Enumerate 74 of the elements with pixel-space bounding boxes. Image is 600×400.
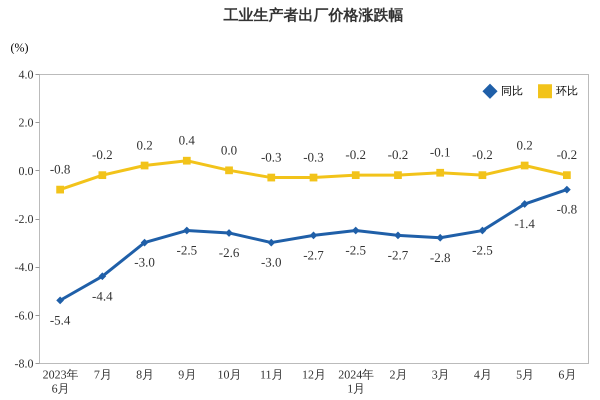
point: [520, 162, 529, 170]
point: [310, 174, 318, 182]
x-tick-label: 6月: [558, 368, 576, 382]
x-tick-label: 8月: [136, 368, 154, 382]
x-tick-label: 9月: [178, 368, 196, 382]
data-label: 0.0: [220, 142, 238, 158]
point: [140, 162, 148, 170]
point: [563, 186, 571, 194]
point: [267, 174, 276, 182]
data-label: -2.6: [218, 244, 240, 260]
data-label: 0.4: [178, 132, 196, 148]
data-label: -0.2: [556, 147, 578, 162]
data-label: -2.7: [388, 247, 409, 262]
point: [56, 186, 64, 194]
point: [478, 226, 486, 234]
data-label: 0.2: [136, 138, 153, 153]
x-tick-label: 11月: [260, 368, 284, 382]
point: [563, 171, 571, 180]
chart-title: 工业生产者出厂价格涨跌幅: [222, 6, 404, 24]
x-tick-label: 4月: [474, 368, 492, 382]
data-label: 0.2: [516, 138, 533, 153]
y-tick-label: 4.0: [18, 68, 34, 82]
point: [98, 272, 106, 280]
y-tick-label: -4.0: [14, 260, 34, 274]
data-label: -2.5: [472, 242, 493, 258]
x-tick-label: 12月: [302, 368, 326, 382]
point: [267, 238, 276, 246]
data-label: -0.2: [92, 147, 113, 162]
point: [225, 166, 233, 174]
y-tick-label: 2.0: [18, 116, 34, 130]
x-tick-label: 2023年6月: [42, 368, 79, 396]
y-tick-label: -2.0: [14, 212, 34, 226]
data-label: -1.4: [514, 216, 536, 232]
x-tick-label: 5月: [516, 368, 534, 382]
y-tick-label: -8.0: [14, 356, 34, 370]
data-label: -3.0: [134, 254, 155, 270]
data-label: -2.8: [430, 250, 450, 265]
data-label: -0.3: [303, 150, 324, 165]
point: [520, 200, 529, 208]
point: [352, 171, 360, 180]
x-tick-label: 10月: [218, 368, 242, 382]
x-tick-label: 2月: [389, 368, 408, 382]
point: [310, 231, 318, 240]
point: [140, 238, 148, 246]
point: [98, 171, 106, 180]
data-label: -0.2: [345, 147, 366, 162]
data-label: -5.4: [50, 312, 71, 328]
point: [394, 231, 402, 240]
data-label: -2.5: [345, 242, 366, 258]
y-axis-title: (%): [10, 40, 28, 54]
point: [56, 296, 64, 304]
x-tick-label: 2024年1月: [338, 368, 374, 396]
point: [394, 171, 402, 180]
data-label: -0.8: [50, 162, 70, 177]
data-label: -2.5: [176, 242, 198, 258]
legend-label: 同比: [501, 84, 523, 98]
legend-label: 环比: [556, 84, 578, 98]
point: [436, 168, 444, 177]
point: [182, 226, 191, 234]
x-tick-label: 7月: [94, 368, 112, 382]
data-label: -0.2: [388, 147, 408, 162]
data-label: -0.2: [472, 147, 493, 162]
data-label: -2.7: [303, 247, 324, 262]
point: [182, 156, 191, 165]
data-label: -0.1: [430, 144, 450, 160]
data-label: -4.4: [92, 288, 114, 304]
point: [225, 229, 233, 237]
point: [478, 171, 486, 180]
y-tick-label: -6.0: [14, 308, 34, 322]
y-tick-label: 0.0: [18, 164, 34, 178]
data-label: -0.3: [260, 150, 282, 165]
x-tick-label: 3月: [432, 368, 450, 382]
data-label: -3.0: [260, 254, 282, 270]
data-label: -0.8: [556, 202, 578, 217]
